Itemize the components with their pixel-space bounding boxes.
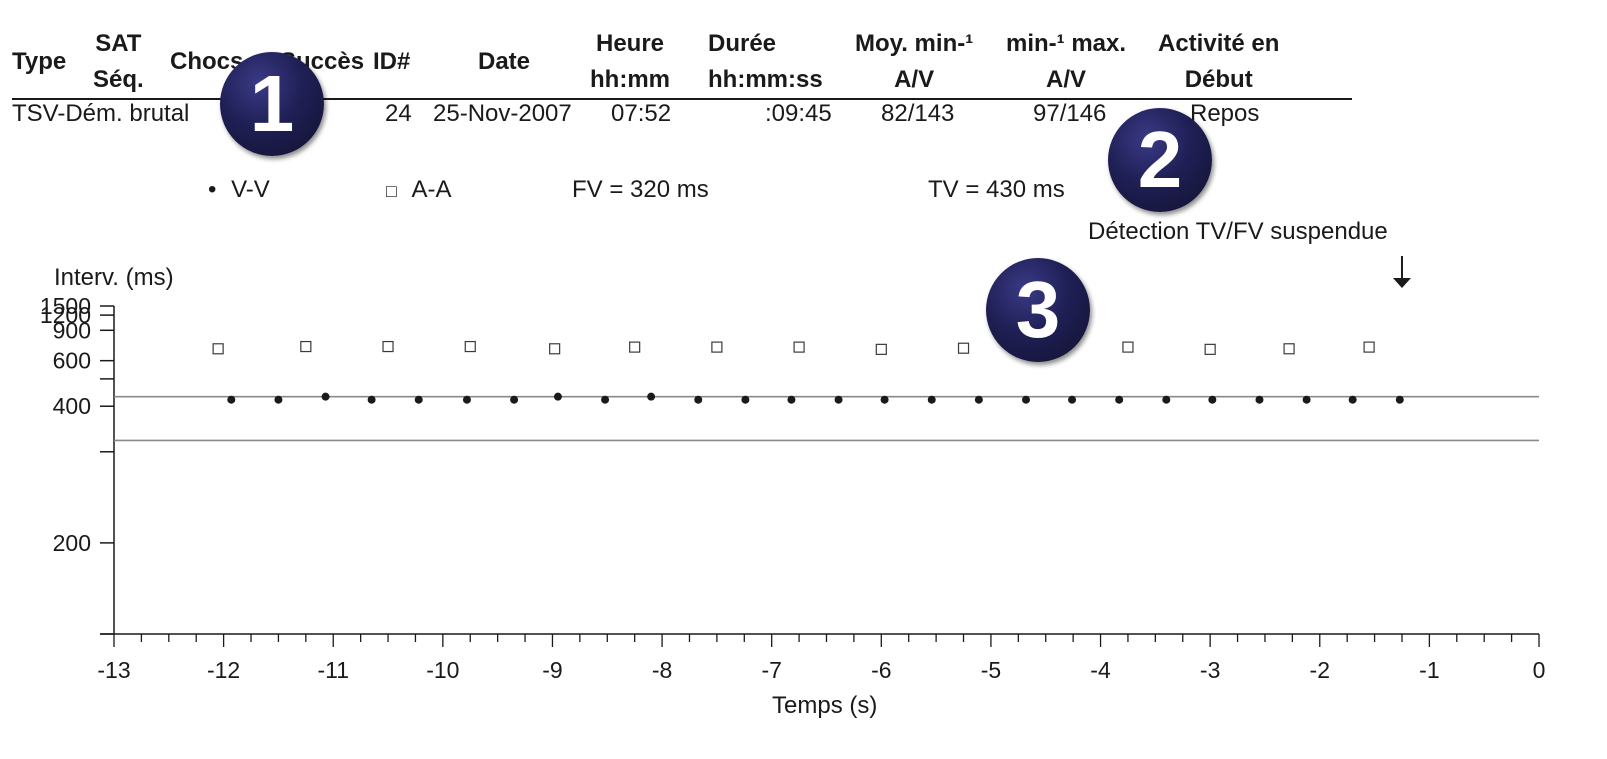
x-tick-label: -2 [1310, 657, 1330, 683]
vv-point [741, 395, 750, 404]
row-id: 24 [385, 100, 412, 127]
x-tick-label: -13 [97, 657, 130, 683]
legend-vv: • V-V [208, 176, 270, 204]
badge-3: 3 [986, 258, 1090, 362]
legend-aa: □ A-A [386, 176, 452, 204]
col-header-sat: SAT Séq. [93, 30, 144, 93]
vv-point [1162, 395, 1171, 404]
aa-point [1363, 341, 1375, 353]
row-max: 97/146 [1033, 100, 1107, 127]
x-tick-label: -1 [1419, 657, 1439, 683]
vv-point [510, 395, 519, 404]
col-header-max: min-¹ max. A/V [1006, 30, 1127, 93]
aa-point [793, 341, 805, 353]
vv-point [694, 395, 703, 404]
vv-point [974, 395, 983, 404]
vv-point [927, 395, 936, 404]
y-tick-label: 600 [53, 348, 91, 374]
vv-point [414, 395, 423, 404]
legend-tv: TV = 430 ms [928, 176, 1065, 203]
legend-aa-symbol: □ [386, 181, 397, 201]
annotation-text: Détection TV/FV suspendue [1088, 218, 1388, 245]
aa-point [957, 342, 970, 354]
vv-point [601, 395, 610, 404]
col-header-activite: Activité en Début [1158, 30, 1280, 93]
y-axis-label: Interv. (ms) [54, 264, 174, 291]
legend-fv: FV = 320 ms [572, 176, 709, 203]
x-tick-label: -7 [761, 657, 781, 683]
badge-2: 2 [1108, 108, 1212, 212]
row-date: 25-Nov-2007 [433, 100, 572, 127]
aa-point [1283, 343, 1295, 355]
aa-point [300, 340, 312, 353]
legend-aa-label: A-A [411, 176, 452, 203]
row-heure: 07:52 [611, 100, 672, 127]
y-tick-label: 200 [53, 530, 91, 556]
row-duree: :09:45 [765, 100, 832, 127]
aa-point [711, 341, 723, 353]
x-tick-label: -10 [426, 657, 459, 683]
vv-point [1208, 395, 1217, 404]
x-tick-label: -9 [542, 657, 562, 683]
vv-point [880, 395, 889, 404]
col-header-duree: Durée hh:mm:ss [708, 30, 823, 93]
vv-point [462, 395, 471, 404]
vv-point [1348, 395, 1357, 404]
x-tick-label: 0 [1533, 657, 1546, 683]
badge-1: 1 [220, 52, 324, 156]
x-tick-label: -5 [981, 657, 1001, 683]
x-axis-label: Temps (s) [772, 692, 878, 719]
col-header-type: Type [12, 48, 67, 75]
legend-vv-symbol: • [208, 176, 217, 203]
y-tick-label: 1500 [40, 293, 91, 319]
vv-point [647, 392, 656, 401]
annotation-arrow-head [1392, 278, 1411, 288]
vv-point [1115, 395, 1124, 404]
vv-point [787, 395, 796, 404]
vv-point [553, 392, 562, 401]
col-header-moy: Moy. min-¹ A/V [855, 30, 974, 93]
x-tick-label: -4 [1090, 657, 1111, 683]
vv-point [1395, 395, 1404, 404]
vv-point [1068, 395, 1077, 404]
aa-point [1122, 341, 1134, 353]
x-tick-label: -12 [207, 657, 240, 683]
row-activite: Repos [1190, 100, 1260, 127]
legend-vv-label: V-V [231, 176, 270, 203]
x-tick-label: -3 [1200, 657, 1220, 683]
aa-point [1204, 343, 1216, 355]
col-header-date: Date [478, 48, 531, 75]
aa-point [212, 343, 224, 355]
y-tick-label: 900 [53, 317, 91, 343]
y-tick-label: 1200 [40, 302, 91, 328]
x-tick-label: -6 [871, 657, 891, 683]
aa-point [464, 340, 476, 353]
col-header-id: ID# [373, 48, 411, 75]
vv-point [1255, 395, 1264, 404]
vv-point [274, 395, 283, 404]
aa-point [382, 340, 394, 353]
col-header-heure: Heure hh:mm [590, 30, 670, 93]
aa-point [549, 343, 561, 355]
x-tick-label: -8 [652, 657, 672, 683]
vv-point [1022, 395, 1030, 404]
vv-point [1302, 395, 1311, 404]
row-type: TSV-Dém. brutal [12, 100, 190, 127]
vv-point [834, 395, 843, 404]
vv-point [367, 395, 376, 404]
aa-point [875, 343, 887, 355]
header-rule [12, 98, 1352, 100]
y-tick-label: 400 [53, 393, 91, 419]
row-moy: 82/143 [881, 100, 955, 127]
vv-point [321, 392, 330, 401]
aa-point [629, 341, 641, 353]
x-tick-label: -11 [317, 657, 349, 683]
vv-point [227, 395, 236, 404]
